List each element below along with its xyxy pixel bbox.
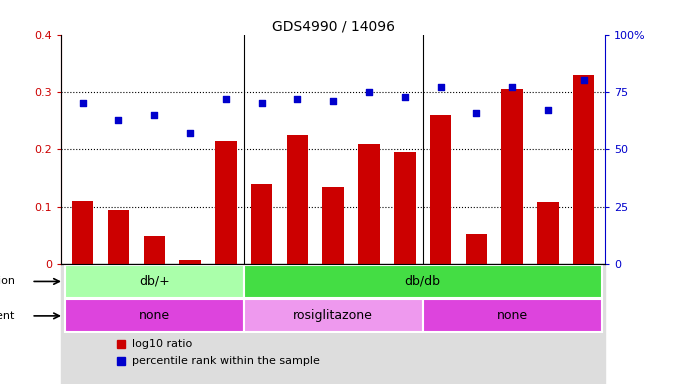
Point [507,84,517,91]
Point [184,130,195,136]
Text: db/+: db/+ [139,275,169,288]
Point [435,84,446,91]
Bar [143,235,165,264]
Bar [107,210,129,264]
Point [364,89,375,95]
Bar [573,75,594,264]
Bar [72,201,93,264]
Bar [537,202,559,264]
Bar [65,265,243,298]
Text: log10 ratio: log10 ratio [132,339,192,349]
Point [328,98,339,104]
Bar [423,300,602,333]
Bar [501,89,523,264]
Title: GDS4990 / 14096: GDS4990 / 14096 [272,20,394,33]
Point [149,112,160,118]
Bar [322,187,344,264]
Text: none: none [496,310,528,323]
Bar [394,152,415,264]
Text: db/db: db/db [405,275,441,288]
Point [471,109,482,116]
Point [256,100,267,106]
Bar [287,135,308,264]
Bar [243,300,423,333]
Bar [251,184,273,264]
Point [78,100,88,106]
Bar [61,264,605,384]
Bar [180,260,201,264]
Text: none: none [139,310,170,323]
Text: rosiglitazone: rosiglitazone [293,310,373,323]
Text: genotype/variation: genotype/variation [0,276,15,286]
Bar [215,141,237,264]
Point [220,96,231,102]
Point [543,107,554,113]
Text: percentile rank within the sample: percentile rank within the sample [132,356,320,366]
Text: agent: agent [0,311,15,321]
Bar [65,300,243,333]
Point [399,93,410,99]
Bar [243,265,602,298]
Bar [466,234,487,264]
Point [113,116,124,122]
Point [292,96,303,102]
Bar [358,144,379,264]
Bar [61,264,605,384]
Bar [430,115,452,264]
Point [578,78,589,84]
